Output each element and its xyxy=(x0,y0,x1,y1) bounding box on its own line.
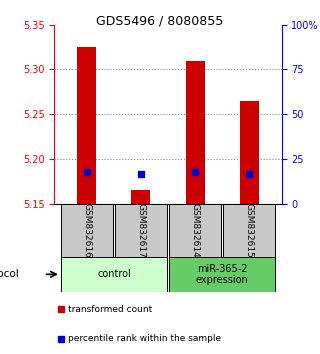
Bar xyxy=(61,257,167,292)
Text: protocol: protocol xyxy=(0,269,19,279)
Text: GSM832615: GSM832615 xyxy=(245,202,254,258)
Text: percentile rank within the sample: percentile rank within the sample xyxy=(68,334,221,343)
Text: GSM832614: GSM832614 xyxy=(190,203,200,257)
Bar xyxy=(132,190,150,204)
Text: transformed count: transformed count xyxy=(68,305,152,314)
Bar xyxy=(115,204,167,257)
Bar xyxy=(186,61,204,204)
Text: GSM832617: GSM832617 xyxy=(136,202,146,258)
Bar xyxy=(169,204,221,257)
Bar xyxy=(61,204,113,257)
Text: miR-365-2
expression: miR-365-2 expression xyxy=(196,263,248,285)
Bar xyxy=(169,257,275,292)
Text: GSM832616: GSM832616 xyxy=(82,202,91,258)
Bar xyxy=(77,47,96,204)
Text: control: control xyxy=(97,269,131,279)
Text: GDS5496 / 8080855: GDS5496 / 8080855 xyxy=(96,14,224,27)
Bar xyxy=(223,204,275,257)
Bar xyxy=(240,101,259,204)
